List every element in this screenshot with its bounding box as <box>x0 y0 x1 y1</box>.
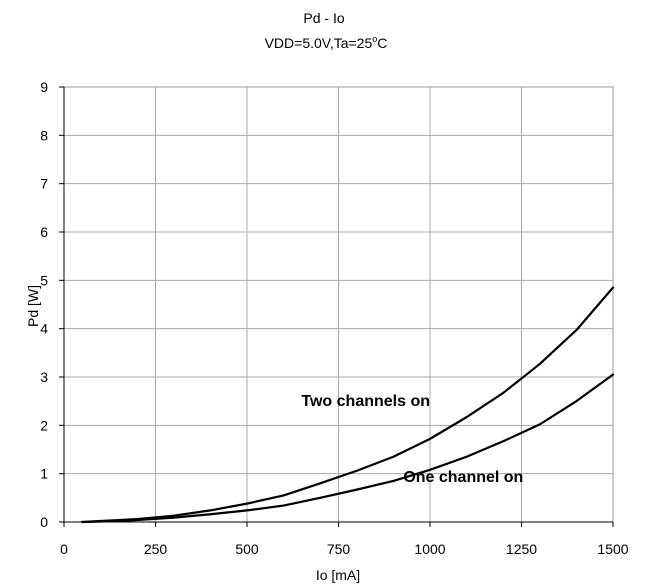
x-tick-labels: 0 250 500 750 1000 1250 1500 <box>60 541 629 557</box>
series-line-one-channel <box>81 373 615 524</box>
y-tick-labels: 0 1 2 3 4 5 6 7 8 9 <box>40 79 48 530</box>
y-tick-label: 5 <box>40 272 48 288</box>
annotation-label: Two channels on <box>301 393 430 410</box>
subtitle-superscript: o <box>372 34 377 44</box>
x-tick-label: 500 <box>235 541 259 557</box>
y-tick-label: 0 <box>40 514 48 530</box>
y-tick-label: 6 <box>40 224 48 240</box>
chart-title: Pd - Io <box>303 10 344 26</box>
x-tick-label: 1250 <box>506 541 537 557</box>
x-tick-label: 250 <box>144 541 168 557</box>
y-tick-label: 1 <box>40 466 48 482</box>
subtitle-unit: C <box>377 35 387 51</box>
y-tick-label: 3 <box>40 369 48 385</box>
grid <box>63 86 614 523</box>
x-tick-label: 1500 <box>597 541 628 557</box>
y-tick-label: 7 <box>40 176 48 192</box>
y-tick-label: 4 <box>40 321 48 337</box>
annotations: Two channels on One channel on <box>301 393 523 486</box>
y-tick-label: 8 <box>40 127 48 143</box>
axes <box>59 86 614 527</box>
x-axis-label: Io [mA] <box>316 567 360 583</box>
y-tick-label: 9 <box>40 79 48 95</box>
chart-subtitle: VDD=5.0V,Ta=25oC <box>265 34 388 51</box>
x-tick-label: 1000 <box>414 541 445 557</box>
subtitle-main: VDD=5.0V,Ta=25 <box>265 35 373 51</box>
series-lines <box>81 286 615 524</box>
y-tick-label: 2 <box>40 417 48 433</box>
y-axis-label: Pd [W] <box>25 285 41 327</box>
series-line-two-channels <box>81 286 615 524</box>
x-tick-label: 0 <box>60 541 68 557</box>
annotation-label: One channel on <box>403 469 523 486</box>
x-tick-label: 750 <box>327 541 351 557</box>
